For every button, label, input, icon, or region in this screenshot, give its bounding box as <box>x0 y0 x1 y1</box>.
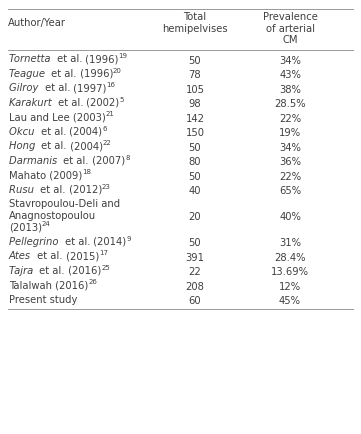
Text: CM: CM <box>282 35 298 45</box>
Text: (2007): (2007) <box>89 155 125 165</box>
Text: 78: 78 <box>189 70 201 80</box>
Text: 25: 25 <box>101 264 110 270</box>
Text: Teague: Teague <box>9 69 48 79</box>
Text: hemipelvises: hemipelvises <box>162 23 228 33</box>
Text: 45%: 45% <box>279 296 301 306</box>
Text: 150: 150 <box>186 128 204 138</box>
Text: (1996): (1996) <box>77 69 113 79</box>
Text: 34%: 34% <box>279 142 301 152</box>
Text: 18: 18 <box>82 169 91 174</box>
Text: 5: 5 <box>119 96 124 102</box>
Text: Mahato (2009): Mahato (2009) <box>9 170 82 180</box>
Text: Anagnostopoulou: Anagnostopoulou <box>9 210 96 220</box>
Text: 142: 142 <box>186 113 204 123</box>
Text: 23: 23 <box>102 183 111 189</box>
Text: et al.: et al. <box>55 98 83 108</box>
Text: (2013): (2013) <box>9 222 42 232</box>
Text: 208: 208 <box>186 281 204 291</box>
Text: 22: 22 <box>103 140 112 146</box>
Text: 40%: 40% <box>279 212 301 222</box>
Text: 21: 21 <box>106 111 115 117</box>
Text: (1996): (1996) <box>82 54 118 64</box>
Text: et al.: et al. <box>42 83 70 93</box>
Text: (2016): (2016) <box>65 265 101 275</box>
Text: 12%: 12% <box>279 281 301 291</box>
Text: 22%: 22% <box>279 171 301 181</box>
Text: 50: 50 <box>189 56 201 66</box>
Text: 50: 50 <box>189 171 201 181</box>
Text: 38%: 38% <box>279 85 301 95</box>
Text: Stavropoulou-Deli and: Stavropoulou-Deli and <box>9 199 120 209</box>
Text: 28.4%: 28.4% <box>274 252 306 262</box>
Text: et al.: et al. <box>62 236 90 246</box>
Text: (2012): (2012) <box>66 184 102 194</box>
Text: 20: 20 <box>113 67 122 73</box>
Text: Present study: Present study <box>9 294 77 304</box>
Text: 65%: 65% <box>279 186 301 196</box>
Text: et al.: et al. <box>48 69 77 79</box>
Text: (2002): (2002) <box>83 98 119 108</box>
Text: 26: 26 <box>88 278 97 284</box>
Text: (2015): (2015) <box>63 251 99 261</box>
Text: et al.: et al. <box>37 184 66 194</box>
Text: 9: 9 <box>126 235 131 241</box>
Text: 17: 17 <box>99 250 108 256</box>
Text: Gilroy: Gilroy <box>9 83 42 93</box>
Text: Author/Year: Author/Year <box>8 18 66 28</box>
Text: Darmanis: Darmanis <box>9 155 60 165</box>
Text: 16: 16 <box>106 82 116 88</box>
Text: 391: 391 <box>186 252 204 262</box>
Text: (1997): (1997) <box>70 83 106 93</box>
Text: et al.: et al. <box>38 126 66 136</box>
Text: Karakurt: Karakurt <box>9 98 55 108</box>
Text: et al.: et al. <box>60 155 89 165</box>
Text: 20: 20 <box>189 212 201 222</box>
Text: Total: Total <box>183 12 206 22</box>
Text: et al.: et al. <box>36 265 65 275</box>
Text: 22: 22 <box>189 266 201 276</box>
Text: Lau and Lee (2003): Lau and Lee (2003) <box>9 112 106 122</box>
Text: (2004): (2004) <box>67 141 103 151</box>
Text: 22%: 22% <box>279 113 301 123</box>
Text: Okcu: Okcu <box>9 126 38 136</box>
Text: 6: 6 <box>102 125 106 131</box>
Text: 80: 80 <box>189 157 201 167</box>
Text: 43%: 43% <box>279 70 301 80</box>
Text: 19%: 19% <box>279 128 301 138</box>
Text: 50: 50 <box>189 238 201 248</box>
Text: et al.: et al. <box>34 251 63 261</box>
Text: 98: 98 <box>189 99 201 109</box>
Text: 60: 60 <box>189 296 201 306</box>
Text: 50: 50 <box>189 142 201 152</box>
Text: Pellegrino: Pellegrino <box>9 236 62 246</box>
Text: Tornetta: Tornetta <box>9 54 54 64</box>
Text: (2004): (2004) <box>66 126 102 136</box>
Text: et al.: et al. <box>39 141 67 151</box>
Text: (2014): (2014) <box>90 236 126 246</box>
Text: Ates: Ates <box>9 251 34 261</box>
Text: 28.5%: 28.5% <box>274 99 306 109</box>
Text: 40: 40 <box>189 186 201 196</box>
Text: 105: 105 <box>186 85 204 95</box>
Text: 34%: 34% <box>279 56 301 66</box>
Text: 19: 19 <box>118 53 127 59</box>
Text: 36%: 36% <box>279 157 301 167</box>
Text: 8: 8 <box>125 154 130 160</box>
Text: of arterial: of arterial <box>265 23 314 33</box>
Text: 31%: 31% <box>279 238 301 248</box>
Text: Rusu: Rusu <box>9 184 37 194</box>
Text: Prevalence: Prevalence <box>262 12 317 22</box>
Text: Hong: Hong <box>9 141 39 151</box>
Text: Tajra: Tajra <box>9 265 36 275</box>
Text: Talalwah (2016): Talalwah (2016) <box>9 279 88 289</box>
Text: 13.69%: 13.69% <box>271 266 309 276</box>
Text: 24: 24 <box>42 220 51 227</box>
Text: et al.: et al. <box>54 54 82 64</box>
